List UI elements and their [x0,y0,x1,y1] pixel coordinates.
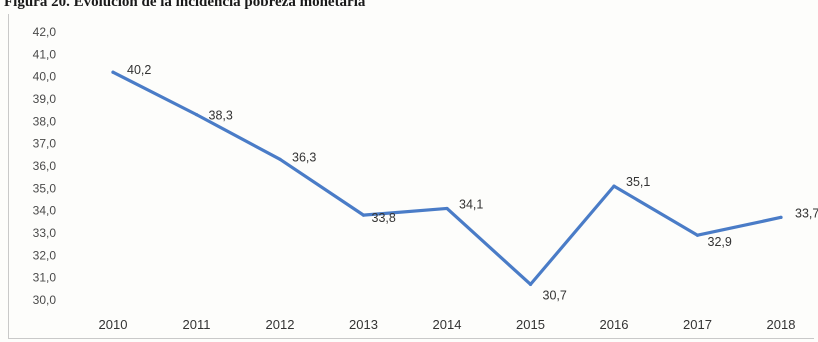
data-point [528,282,533,286]
y-tick-label: 36,0 [33,159,57,173]
data-label: 36,3 [292,150,316,164]
series-line [111,70,783,286]
y-tick-label: 40,0 [33,70,57,84]
x-tick-label: 2011 [183,317,211,332]
data-label: 34,1 [459,197,483,211]
y-tick-label: 35,0 [33,181,57,195]
x-tick-label: 2013 [349,317,378,332]
y-tick-label: 32,0 [33,248,57,262]
y-tick-label: 37,0 [33,137,57,151]
x-tick-label: 2018 [767,317,796,332]
y-tick-label: 31,0 [33,271,57,285]
y-tick-label: 33,0 [33,226,57,240]
y-tick-label: 39,0 [33,92,57,106]
x-tick-label: 2014 [433,317,462,332]
data-point [445,206,449,211]
y-tick-label: 42,0 [33,25,57,39]
data-label: 32,9 [708,235,732,249]
x-tick-label: 2012 [266,317,295,332]
data-labels: 40,2 38,3 36,3 33,8 34,1 30,7 35,1 32,9 33,7 [127,63,818,302]
data-point [779,215,783,219]
y-tick-label: 38,0 [33,114,57,128]
y-tick-label: 34,0 [33,204,57,218]
x-tick-label: 2015 [516,317,545,332]
figure-caption: Figura 20. Evolución de la incidencia po… [4,0,366,10]
data-point [612,184,616,188]
data-point [695,233,700,237]
chart-area [8,14,814,339]
data-point [361,213,366,217]
x-tick-label: 2017 [683,317,712,332]
data-label: 35,1 [626,175,650,189]
x-tick-label: 2016 [600,317,629,332]
data-label: 40,2 [127,63,151,77]
data-label: 33,7 [795,206,818,220]
data-label: 30,7 [543,288,567,302]
y-tick-label: 30,0 [33,293,57,307]
data-point [278,157,282,161]
y-axis: 30,0 31,0 32,0 33,0 34,0 35,0 36,0 37,0 38,0 39,0… [33,25,57,307]
data-label: 33,8 [372,211,396,225]
data-point [111,70,115,74]
x-axis: 2010 2011 2012 2013 2014 2015 2016 2017 2018 [99,317,796,332]
series-pobreza [111,70,783,286]
data-point [194,113,199,117]
y-tick-label: 41,0 [33,47,57,61]
data-label: 38,3 [209,109,233,123]
x-tick-label: 2010 [99,317,128,332]
